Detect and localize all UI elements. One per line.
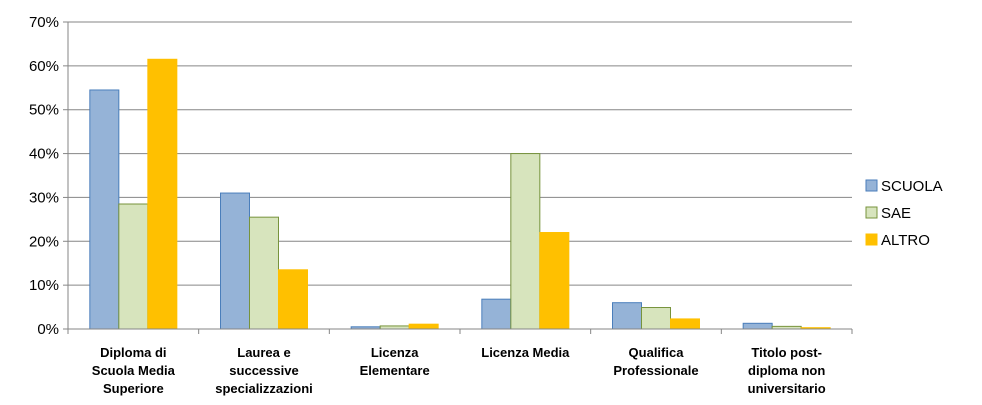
x-category-label: Laurea e successive specializzazioni xyxy=(215,345,313,396)
x-category-label-line: Laurea e xyxy=(237,345,290,360)
bar-scuola-5 xyxy=(742,322,773,330)
bar-sae-1 xyxy=(249,216,279,330)
x-category-label: Titolo post-diploma non universitario xyxy=(748,345,826,396)
bar-sae-4 xyxy=(641,307,671,330)
y-tick-label: 20% xyxy=(29,233,59,250)
x-category-label-line: Qualifica xyxy=(629,345,685,360)
bar-altro-2 xyxy=(408,323,439,330)
bar-sae-3 xyxy=(510,153,541,330)
x-category-label-line: Superiore xyxy=(103,381,164,396)
x-category-label-line: successive xyxy=(229,363,298,378)
legend-swatch-scuola xyxy=(865,179,878,192)
bar-scuola-0 xyxy=(89,89,120,330)
x-category-label-line: Titolo post- xyxy=(751,345,822,360)
legend-label-altro: ALTRO xyxy=(881,232,930,249)
bar-scuola-4 xyxy=(612,302,642,330)
legend: SCUOLA SAE ALTRO xyxy=(865,178,943,249)
x-category-label-line: Licenza xyxy=(371,345,419,360)
y-tick-label: 0% xyxy=(37,321,59,338)
y-tick-label: 30% xyxy=(29,189,59,206)
x-category-label: Diploma di Scuola Media Superiore xyxy=(92,345,176,396)
x-category-label-line: Licenza Media xyxy=(481,345,570,360)
x-category-label-line: Scuola Media xyxy=(92,363,176,378)
bar-sae-0 xyxy=(118,203,149,330)
legend-label-scuola: SCUOLA xyxy=(881,178,943,195)
bar-scuola-3 xyxy=(481,298,512,330)
y-axis: 0% 10% 20% 30% 40% 50% 60% 70% xyxy=(29,14,69,338)
bar-altro-0 xyxy=(147,58,178,330)
x-category-label-line: diploma non xyxy=(748,363,825,378)
legend-swatch-sae xyxy=(865,206,878,219)
x-category-label-line: Professionale xyxy=(613,363,698,378)
legend-label-sae: SAE xyxy=(881,205,911,222)
bars xyxy=(89,58,831,330)
x-category-label-line: Diploma di xyxy=(100,345,166,360)
x-category-label: Licenza Media xyxy=(481,345,570,360)
x-category-label: Licenza Elementare xyxy=(360,345,430,378)
y-tick-label: 50% xyxy=(29,102,59,119)
bar-altro-3 xyxy=(539,232,570,330)
y-tick-label: 60% xyxy=(29,58,59,75)
x-category-label-line: specializzazioni xyxy=(215,381,313,396)
bar-scuola-1 xyxy=(220,192,250,330)
x-category-label: Qualifica Professionale xyxy=(613,345,698,378)
y-tick-label: 10% xyxy=(29,277,59,294)
x-axis: Diploma di Scuola Media Superiore Laurea e s… xyxy=(67,328,853,396)
y-tick-label: 70% xyxy=(29,14,59,31)
y-tick-label: 40% xyxy=(29,146,59,163)
bar-altro-4 xyxy=(670,318,700,330)
bar-altro-1 xyxy=(278,269,308,330)
gridlines xyxy=(68,21,852,286)
x-category-label-line: Elementare xyxy=(360,363,430,378)
x-category-label-line: universitario xyxy=(748,381,826,396)
legend-swatch-altro xyxy=(865,233,878,246)
